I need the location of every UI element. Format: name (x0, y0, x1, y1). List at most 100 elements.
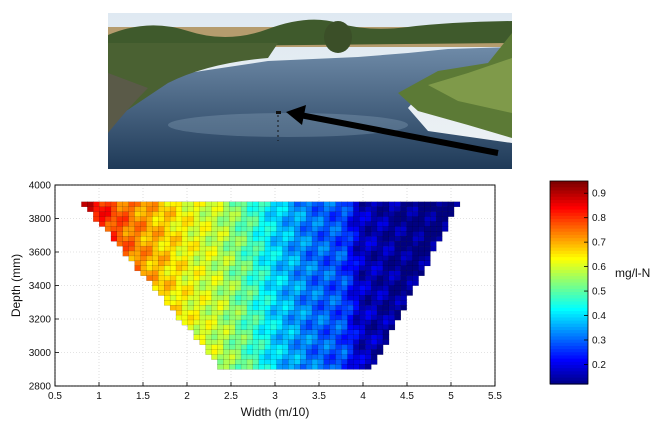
heatmap-cell (288, 211, 295, 217)
heatmap-cell (329, 260, 336, 267)
colorbar-segment (550, 330, 588, 334)
colorbar-segment (550, 276, 588, 280)
heatmap-cell (300, 211, 307, 217)
heatmap-cell (353, 211, 360, 217)
heatmap-cell (424, 221, 431, 227)
heatmap-cell (317, 319, 325, 326)
heatmap-cell (128, 206, 135, 212)
heatmap-cell (187, 324, 195, 331)
heatmap-cell (294, 216, 301, 222)
heatmap-cell (406, 265, 413, 272)
heatmap-cell (93, 206, 100, 212)
heatmap-cell (223, 354, 230, 360)
heatmap-cell (270, 245, 277, 252)
heatmap-cell (300, 290, 307, 296)
heatmap-cell (187, 201, 195, 208)
heatmap-cell (305, 211, 313, 217)
heatmap-cell (169, 275, 177, 281)
colorbar-segment (550, 377, 588, 382)
heatmap-cell (406, 270, 413, 276)
heatmap-cell (347, 300, 354, 306)
heatmap-cell (252, 241, 260, 247)
heatmap-cell (258, 344, 266, 350)
heatmap-cell (270, 226, 277, 232)
heatmap-cell (205, 265, 212, 272)
heatmap-cell (134, 226, 141, 232)
heatmap-cell (211, 255, 218, 262)
heatmap-cell (288, 255, 295, 262)
heatmap-cell (412, 221, 419, 227)
heatmap-cell (323, 339, 331, 345)
heatmap-cell (205, 275, 212, 281)
heatmap-cell (175, 255, 183, 262)
heatmap-cell (341, 260, 348, 267)
heatmap-cell (175, 290, 183, 296)
heatmap-cell (300, 221, 307, 227)
heatmap-cell (270, 310, 277, 316)
heatmap-cell (365, 329, 372, 336)
heatmap-cell (365, 201, 372, 208)
heatmap-cell (270, 305, 277, 311)
heatmap-cell (264, 339, 271, 345)
heatmap-cell (294, 349, 301, 355)
heatmap-cell (240, 295, 248, 301)
heatmap-cell (223, 280, 230, 286)
heatmap-cell (382, 255, 390, 262)
heatmap-cell (382, 260, 390, 267)
heatmap-cell (240, 290, 248, 296)
heatmap-cell (347, 231, 354, 237)
heatmap-cell (394, 216, 402, 222)
heatmap-cell (252, 206, 260, 212)
heatmap-cell (140, 236, 147, 242)
heatmap-cell (258, 250, 266, 257)
heatmap-cell (353, 270, 360, 276)
heatmap-cell (205, 314, 212, 321)
heatmap-cell (211, 265, 218, 272)
heatmap-cell (365, 290, 372, 296)
heatmap-cell (282, 280, 289, 286)
heatmap-cell (323, 290, 331, 296)
heatmap-cell (128, 231, 135, 237)
heatmap-cell (199, 300, 206, 306)
heatmap-cell (370, 354, 378, 360)
heatmap-cell (217, 349, 224, 355)
heatmap-cell (382, 270, 390, 276)
heatmap-cell (335, 216, 342, 222)
heatmap-cell (116, 211, 124, 217)
heatmap-cell (229, 255, 236, 262)
heatmap-cell (217, 354, 224, 360)
heatmap-cell (122, 236, 130, 242)
heatmap-cell (252, 265, 260, 272)
heatmap-cell (211, 216, 218, 222)
heatmap-cell (264, 310, 271, 316)
heatmap-cell (329, 295, 336, 301)
heatmap-cell (205, 250, 212, 257)
heatmap-cell (300, 364, 307, 370)
heatmap-cell (235, 265, 242, 272)
heatmap-cell (335, 221, 342, 227)
heatmap-cell (211, 339, 218, 345)
heatmap-cell (264, 221, 271, 227)
heatmap-cell (317, 270, 325, 276)
heatmap-cell (199, 216, 206, 222)
heatmap-cell (128, 221, 135, 227)
heatmap-cell (359, 260, 366, 267)
heatmap-cell (264, 364, 271, 370)
colorbar-segment (550, 304, 588, 309)
heatmap-cell (394, 305, 402, 311)
heatmap-cell (335, 319, 342, 326)
heatmap-cell (264, 329, 271, 336)
heatmap-cell (323, 260, 331, 267)
heatmap-cell (436, 236, 443, 242)
heatmap-cell (187, 265, 195, 272)
heatmap-cell (400, 290, 407, 296)
heatmap-cell (240, 265, 248, 272)
heatmap-cell (365, 245, 372, 252)
heatmap-cell (370, 236, 378, 242)
heatmap-cell (388, 270, 396, 276)
heatmap-cell (323, 211, 331, 217)
colorbar-segment (550, 212, 588, 217)
heatmap-cell (282, 305, 289, 311)
heatmap-cell (294, 364, 301, 370)
heatmap-cell (116, 236, 124, 242)
